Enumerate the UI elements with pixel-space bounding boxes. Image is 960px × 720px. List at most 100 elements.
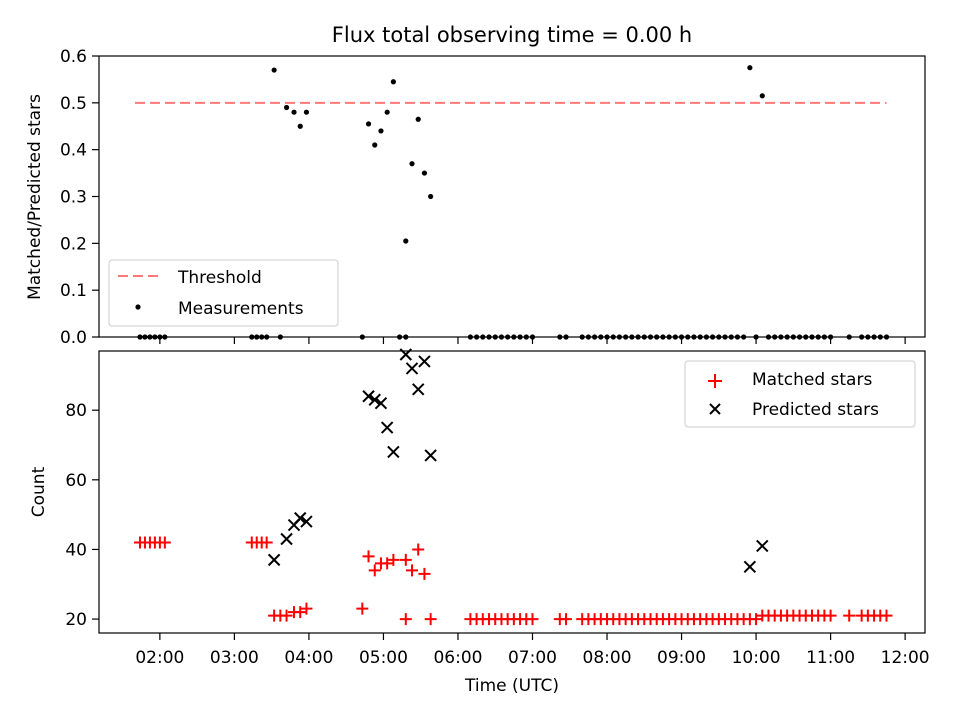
matched-star-point [843, 609, 856, 622]
legend-matched-label: Matched stars [752, 370, 872, 390]
y-tick-label: 0.4 [60, 141, 87, 161]
matched-star-point [824, 609, 837, 622]
measurement-point [759, 93, 765, 99]
measurement-point [365, 121, 372, 127]
y-tick-label: 0.6 [60, 47, 87, 67]
chart-title: Flux total observing time = 0.00 h [332, 23, 692, 47]
matched-star-point [412, 543, 425, 556]
matched-star-point [381, 557, 394, 570]
top-legend-box [108, 259, 339, 327]
y-tick-label: 40 [65, 540, 87, 560]
matched-star-point [294, 606, 307, 619]
x-tick-label: 02:00 [135, 648, 184, 668]
matched-star-point [418, 567, 431, 580]
bottom-x-ticks: 02:00 03:00 04:00 05:00 06:00 07:00 08:00 09:00… [135, 633, 930, 668]
x-tick-label: 03:00 [210, 648, 259, 668]
y-tick-label: 20 [65, 610, 87, 630]
y-tick-label: 80 [65, 401, 87, 421]
measurement-point [747, 65, 753, 71]
measurement-point [421, 170, 428, 176]
matched-star-point [880, 609, 893, 622]
y-tick-label: 0.2 [60, 234, 87, 254]
predicted-star-point [368, 393, 381, 406]
y-tick-label: 0.1 [60, 281, 87, 301]
matched-star-point [399, 553, 412, 566]
measurement-point [303, 109, 310, 115]
predicted-star-point [267, 553, 281, 567]
matched-star-point [399, 613, 412, 626]
y-tick-label: 0.0 [60, 328, 87, 348]
predicted-star-point [387, 445, 400, 459]
legend-predicted-swatch [709, 403, 721, 415]
x-tick-label: 09:00 [657, 648, 706, 668]
matched-star-point [526, 613, 539, 626]
legend-measurement-swatch [135, 304, 141, 310]
top-panel: Matched/Predicted stars 0.00.10.20.30.40… [25, 47, 926, 348]
matched-star-point [406, 564, 419, 577]
predicted-star-point [280, 532, 293, 546]
measurement-point [390, 79, 396, 85]
legend-matched-swatch [708, 374, 722, 388]
x-tick-label: 12:00 [881, 648, 930, 668]
x-tick-label: 05:00 [359, 648, 408, 668]
predicted-star-point [380, 421, 394, 434]
measurement-points [137, 65, 890, 340]
top-x-ticks [159, 337, 906, 344]
matched-star-point [280, 609, 293, 622]
x-tick-label: 07:00 [508, 648, 557, 668]
matched-star-point [362, 550, 375, 563]
x-tick-label: 06:00 [433, 648, 482, 668]
count-points [133, 348, 893, 626]
predicted-star-point [424, 449, 437, 462]
predicted-star-point [300, 515, 313, 528]
matched-star-point [158, 536, 171, 549]
measurement-point [378, 128, 384, 134]
predicted-star-point [294, 511, 307, 525]
matched-star-point [424, 613, 437, 626]
y-tick-label: 0.3 [60, 188, 87, 208]
matched-star-point [368, 564, 381, 577]
measurement-point [409, 161, 415, 167]
measurement-point [372, 142, 378, 148]
y-tick-label: 0.5 [60, 94, 87, 114]
measurement-point [271, 67, 277, 73]
predicted-star-point [362, 390, 375, 403]
bottom-y-axis-label: Count [29, 466, 49, 517]
top-legend: Threshold Measurements [108, 259, 339, 327]
legend-measurement-label: Measurements [178, 299, 304, 319]
bottom-panel: Count 20 40 60 80 02:00 03:00 04:00 05:00 06:00… [29, 348, 930, 696]
bottom-legend: Matched stars Predicted stars [684, 360, 916, 428]
measurement-point [384, 109, 390, 115]
x-tick-label: 08:00 [583, 648, 632, 668]
legend-predicted-label: Predicted stars [752, 400, 879, 420]
predicted-star-point [743, 560, 757, 574]
matched-star-point [560, 613, 573, 626]
measurement-point [415, 116, 421, 122]
top-y-axis-label: Matched/Predicted stars [25, 94, 45, 300]
bottom-legend-box [684, 360, 916, 428]
measurement-point [428, 193, 434, 200]
matched-star-point [260, 536, 273, 549]
x-tick-label: 10:00 [732, 648, 781, 668]
predicted-star-point [405, 362, 419, 375]
predicted-star-point [756, 539, 769, 553]
matched-star-point [300, 602, 313, 615]
matched-star-point [356, 602, 369, 615]
measurement-point [297, 123, 303, 129]
matched-star-point [750, 613, 763, 626]
x-tick-label: 04:00 [284, 648, 333, 668]
x-axis-label: Time (UTC) [464, 676, 559, 696]
predicted-star-point [418, 355, 431, 368]
legend-threshold-label: Threshold [177, 268, 262, 288]
measurement-point [283, 104, 290, 111]
matched-star-point [387, 553, 400, 566]
top-plot-frame [98, 55, 926, 338]
measurement-point [403, 238, 409, 244]
measurement-point [291, 109, 297, 115]
y-tick-label: 60 [65, 471, 87, 491]
bottom-plot-frame [98, 350, 926, 634]
top-y-ticks: 0.0 0.1 0.2 0.3 0.4 0.5 0.6 [60, 47, 99, 348]
predicted-star-point [374, 397, 388, 410]
x-tick-label: 11:00 [806, 648, 855, 668]
